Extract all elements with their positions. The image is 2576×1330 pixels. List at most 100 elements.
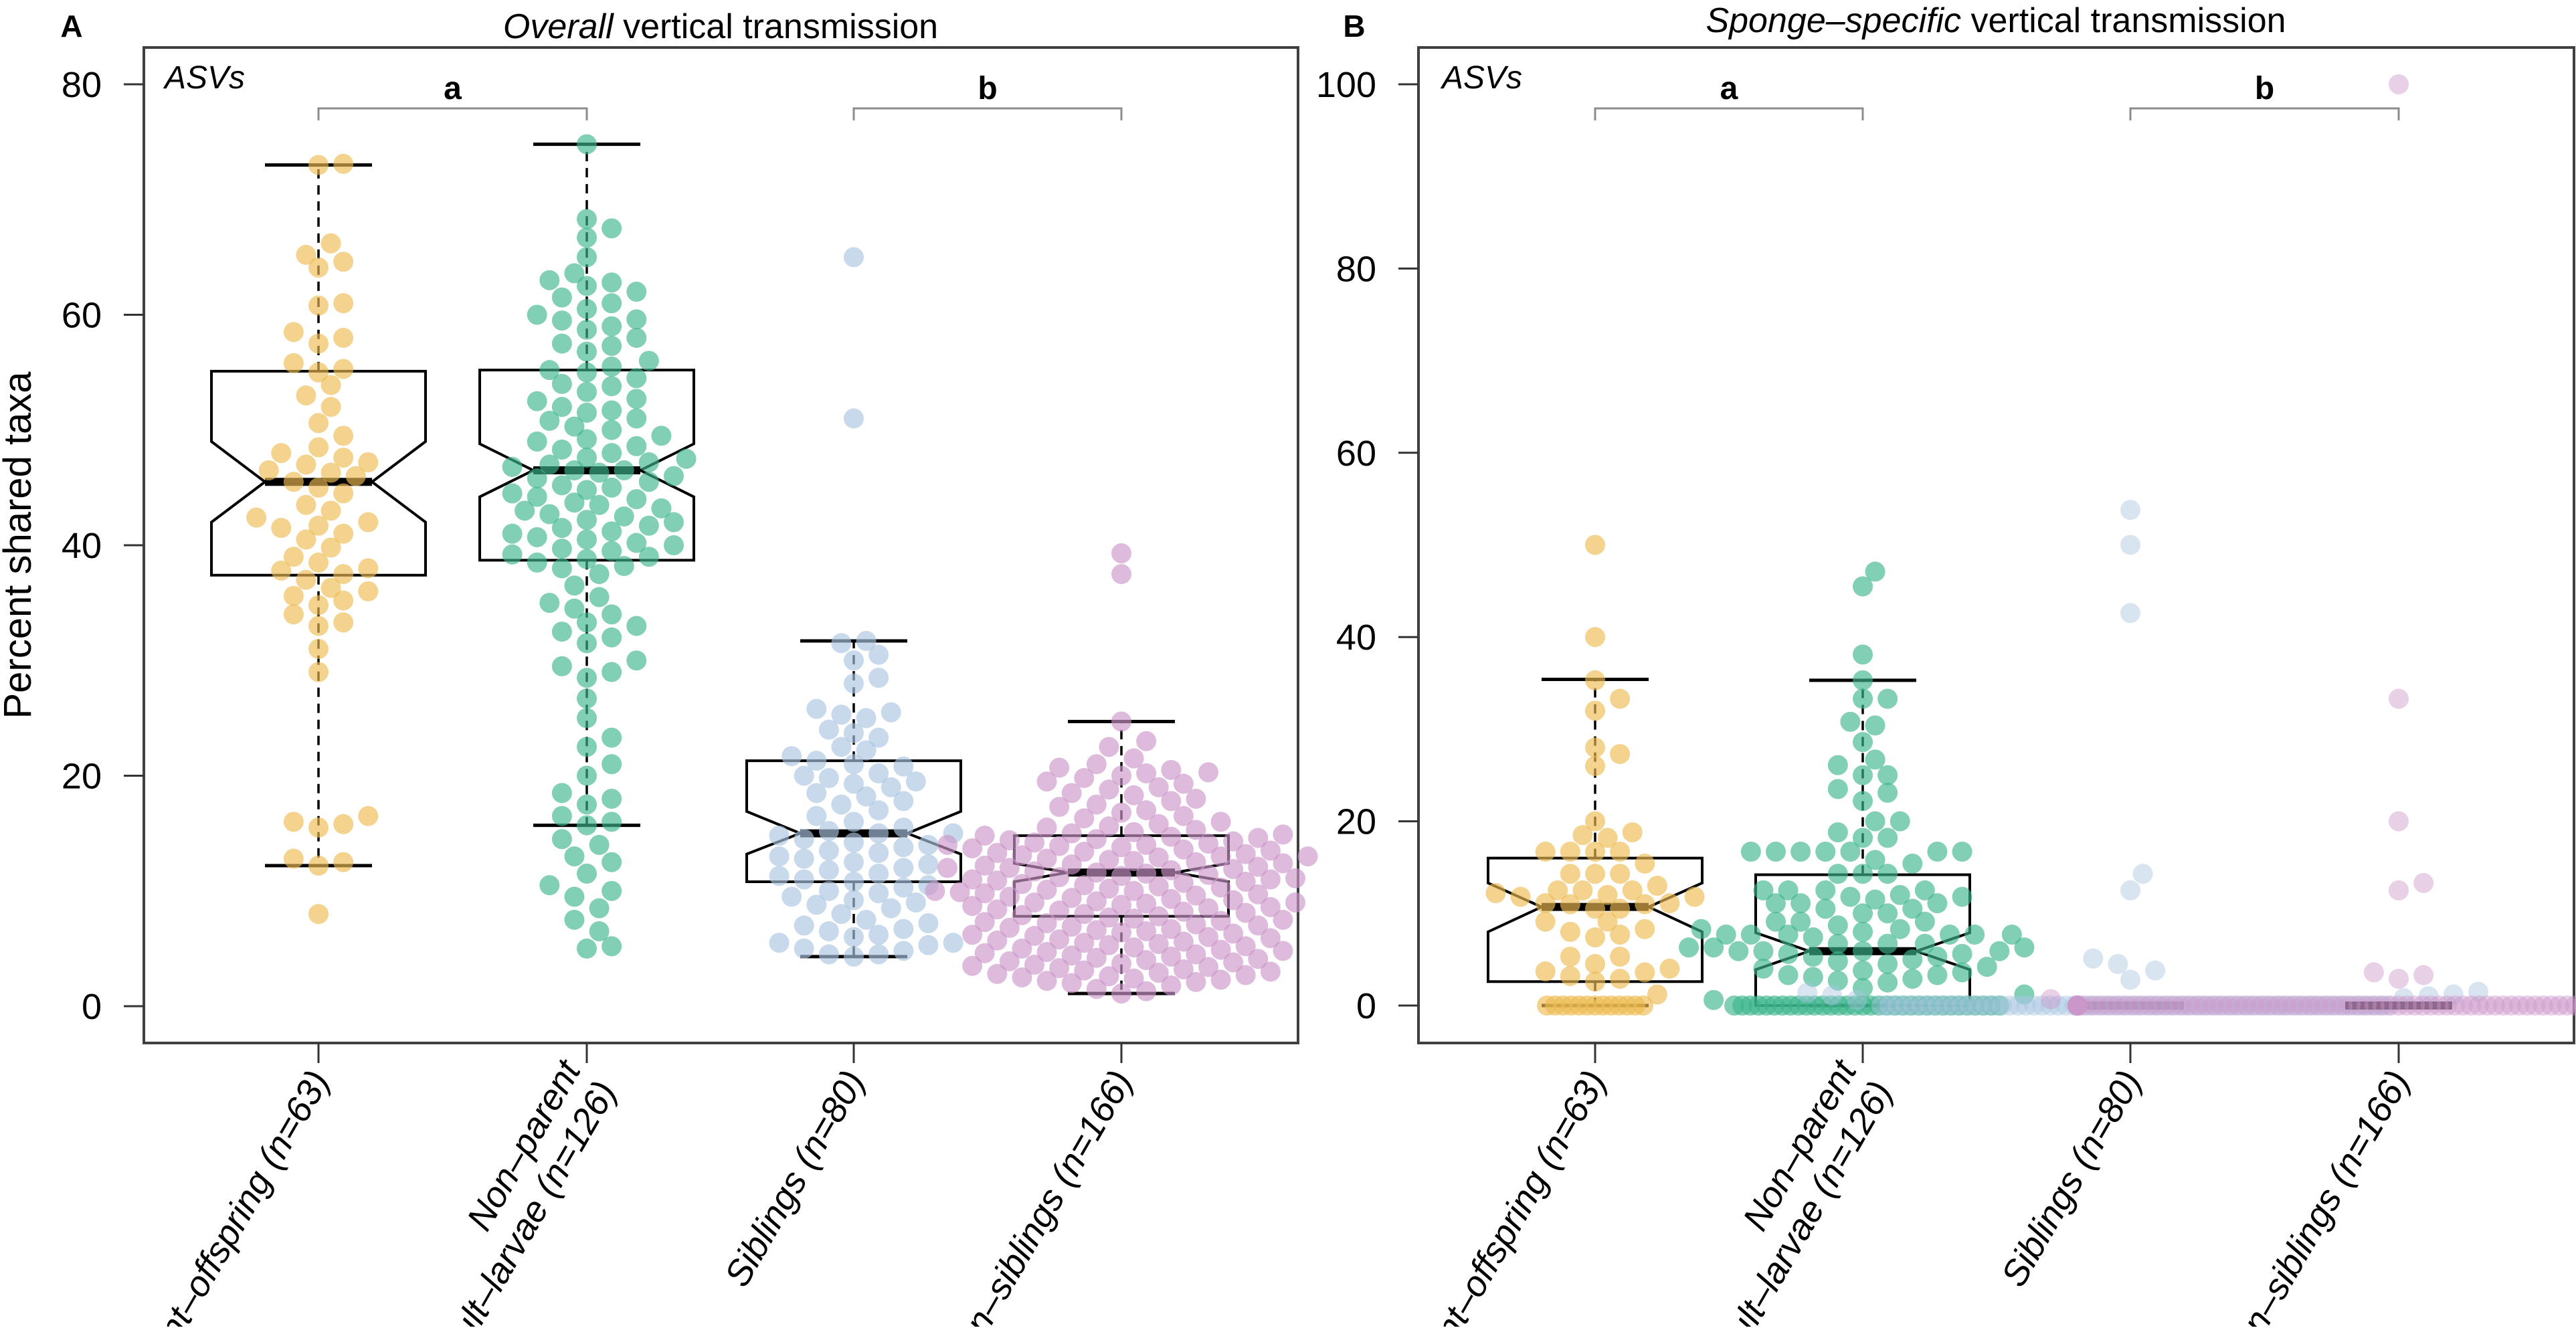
data-point	[2067, 995, 2088, 1016]
data-point	[602, 419, 622, 440]
data-point	[1610, 969, 1631, 989]
data-point	[2088, 995, 2108, 1016]
data-point	[333, 425, 354, 446]
data-point	[1086, 754, 1107, 775]
data-point	[1036, 880, 1057, 900]
data-point	[1049, 867, 1070, 888]
data-point	[2080, 995, 2100, 1016]
data-point	[296, 244, 316, 265]
data-point	[2493, 995, 2513, 1016]
data-point	[1822, 985, 1843, 1006]
data-point	[2517, 995, 2537, 1016]
data-point	[893, 756, 914, 777]
data-point	[308, 818, 329, 838]
data-point	[925, 880, 945, 901]
data-point	[577, 429, 597, 450]
data-point	[2092, 995, 2112, 1016]
data-point	[2067, 995, 2088, 1016]
data-point	[577, 247, 597, 268]
data-point	[2501, 995, 2521, 1016]
data-point	[1223, 952, 1244, 973]
data-point	[1111, 564, 1131, 585]
data-point	[1790, 842, 1811, 862]
data-point	[551, 805, 572, 826]
data-point	[1815, 898, 1836, 919]
data-point	[1086, 862, 1107, 883]
data-point	[893, 858, 914, 878]
data-point	[1123, 968, 1144, 989]
data-point	[1853, 903, 1873, 924]
data-point	[577, 815, 597, 836]
x-tick-label: Parent–offspring (n=63)	[112, 1064, 337, 1327]
y-tick-label: 100	[1316, 65, 1376, 105]
y-tick-label: 40	[1336, 618, 1376, 658]
data-point	[1952, 995, 1972, 1016]
data-point	[1186, 885, 1206, 906]
data-point	[1585, 535, 1605, 555]
data-point	[2220, 995, 2240, 1016]
data-point	[1877, 933, 1898, 954]
data-point	[2067, 995, 2088, 1016]
data-point	[1877, 765, 1898, 785]
data-point	[2413, 872, 2434, 893]
data-point	[831, 794, 852, 815]
data-point	[1111, 866, 1131, 886]
data-point	[2108, 995, 2128, 1016]
data-point	[893, 791, 914, 812]
data-point	[1235, 871, 1256, 892]
data-point	[1161, 826, 1182, 847]
data-point	[2112, 995, 2132, 1016]
data-point	[602, 357, 622, 377]
data-point	[2413, 995, 2433, 1016]
data-point	[974, 855, 995, 876]
data-point	[1248, 915, 1269, 936]
x-tick-label-line: Non–siblings (n=166)	[2212, 1064, 2418, 1327]
data-point	[2509, 995, 2529, 1016]
data-point	[551, 440, 572, 460]
data-point	[577, 209, 597, 229]
data-point	[577, 448, 597, 468]
panel-title-b-rest: vertical transmission	[1961, 1, 2286, 40]
data-point	[2565, 995, 2576, 1016]
data-point	[2321, 995, 2341, 1016]
data-point	[577, 549, 597, 569]
data-point	[1827, 864, 1848, 884]
data-point	[999, 886, 1020, 907]
y-tick-label: 80	[1336, 249, 1376, 289]
data-point	[1865, 811, 1885, 832]
data-point	[1952, 962, 1972, 983]
data-point	[564, 416, 585, 437]
data-point	[856, 740, 877, 761]
data-point	[1585, 700, 1605, 721]
data-point	[602, 316, 622, 337]
data-point	[1585, 670, 1605, 690]
data-point	[283, 547, 304, 567]
data-point	[2067, 995, 2088, 1016]
data-point	[831, 737, 852, 757]
data-point	[626, 489, 647, 510]
data-point	[1585, 627, 1605, 648]
data-point	[1074, 933, 1095, 953]
data-point	[2201, 995, 2221, 1016]
data-point	[2008, 995, 2028, 1016]
data-point	[987, 930, 1008, 951]
data-point	[806, 783, 827, 803]
data-point	[1273, 824, 1293, 845]
data-point	[2573, 998, 2576, 1013]
data-point	[2265, 995, 2285, 1016]
data-point	[1704, 937, 1724, 958]
data-point	[1136, 800, 1157, 821]
data-point	[1740, 842, 1761, 862]
data-point	[2305, 995, 2325, 1016]
data-point	[962, 838, 983, 859]
data-point	[1585, 898, 1605, 919]
data-point	[1890, 811, 1910, 832]
data-point	[577, 737, 597, 757]
data-point	[831, 633, 852, 654]
data-point	[577, 381, 597, 402]
data-point	[1753, 880, 1774, 900]
data-point	[626, 389, 647, 409]
data-point	[818, 921, 839, 942]
data-point	[296, 529, 316, 550]
data-point	[1704, 989, 1724, 1010]
